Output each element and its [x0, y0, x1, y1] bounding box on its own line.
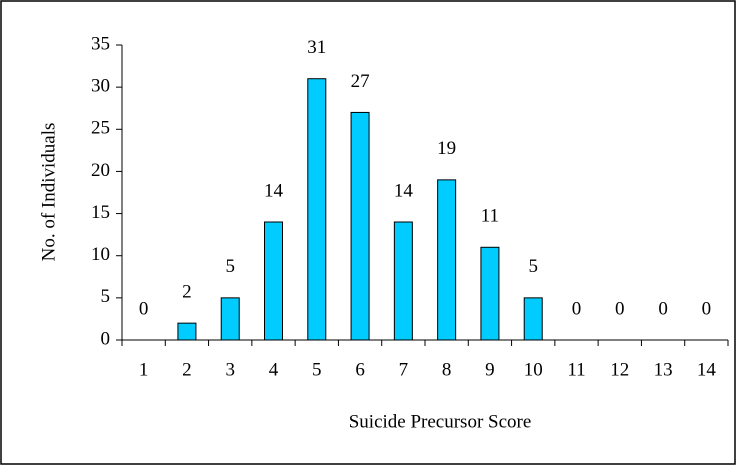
y-tick-label: 0: [101, 328, 111, 349]
y-tick-label: 15: [91, 202, 110, 223]
y-tick-label: 10: [91, 244, 110, 265]
data-label: 2: [182, 282, 192, 303]
x-tick-label: 3: [225, 359, 235, 380]
y-axis-title: No. of Individuals: [38, 123, 59, 262]
x-tick-label: 4: [269, 359, 279, 380]
y-tick-label: 30: [91, 76, 110, 97]
data-label: 11: [481, 206, 499, 227]
bar: [177, 322, 197, 341]
x-tick-label: 10: [524, 359, 543, 380]
data-label: 14: [264, 180, 284, 201]
data-label: 0: [615, 298, 625, 319]
data-label: 0: [658, 298, 668, 319]
bar: [393, 221, 413, 341]
bar: [350, 111, 370, 341]
bar: [523, 297, 543, 341]
data-label: 0: [139, 298, 149, 319]
bar: [437, 179, 457, 341]
x-tick-label: 9: [485, 359, 495, 380]
x-tick-label: 11: [567, 359, 585, 380]
x-tick-label: 5: [312, 359, 322, 380]
data-label: 27: [351, 71, 370, 92]
data-label: 0: [702, 298, 712, 319]
y-tick-label: 35: [91, 33, 110, 54]
bar: [264, 221, 283, 341]
bar: [480, 246, 500, 341]
bar: [307, 78, 327, 341]
x-tick-label: 12: [610, 359, 629, 380]
y-tick-label: 5: [101, 286, 111, 307]
data-label: 0: [572, 298, 582, 319]
data-label: 5: [528, 256, 538, 277]
x-tick-label: 14: [697, 359, 717, 380]
x-tick-label: 8: [442, 359, 452, 380]
data-label: 19: [437, 138, 456, 159]
data-label: 31: [307, 37, 326, 58]
y-tick-label: 20: [91, 160, 110, 181]
x-tick-label: 7: [399, 359, 409, 380]
y-tick-label: 25: [91, 118, 110, 139]
x-tick-label: 2: [182, 359, 192, 380]
x-tick-label: 13: [654, 359, 673, 380]
x-axis-title: Suicide Precursor Score: [349, 411, 532, 432]
bar: [220, 297, 240, 341]
x-tick-label: 6: [355, 359, 365, 380]
data-label: 14: [394, 180, 414, 201]
data-label: 5: [225, 256, 235, 277]
x-tick-label: 1: [139, 359, 149, 380]
